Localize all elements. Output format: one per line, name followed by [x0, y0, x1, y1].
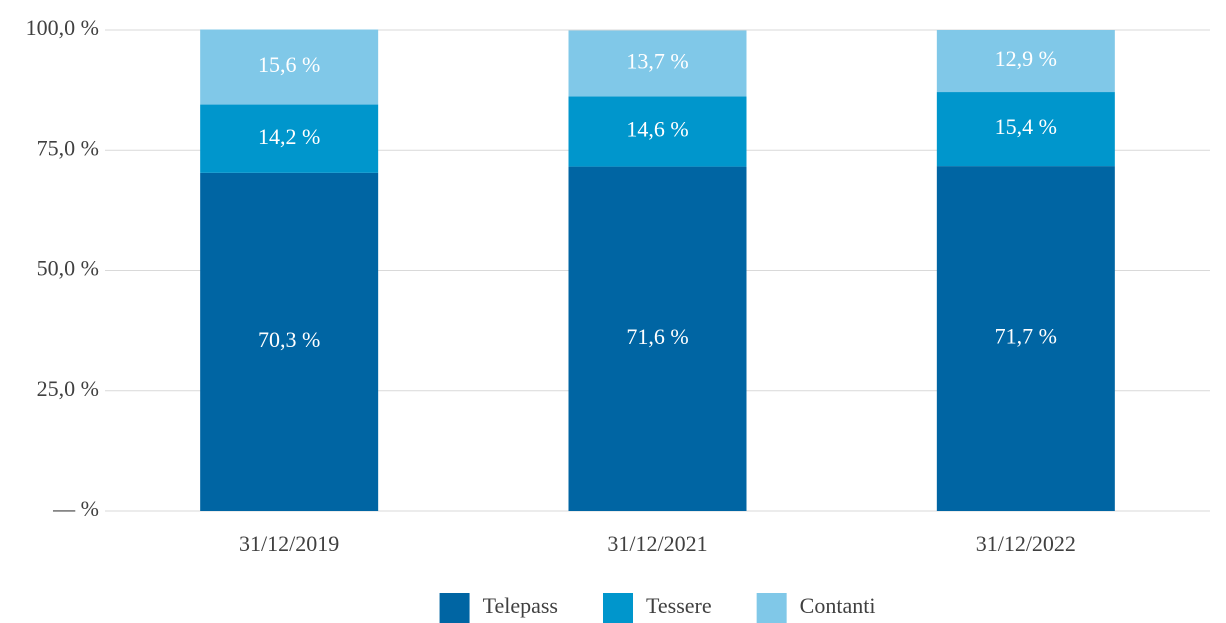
data-label: 71,6 % — [626, 324, 688, 349]
bar-segment — [200, 172, 379, 511]
data-label: 14,2 % — [258, 124, 320, 149]
y-tick-label: 100,0 % — [26, 15, 99, 40]
y-tick-label: — % — [52, 496, 99, 521]
data-label: 12,9 % — [995, 46, 1057, 71]
legend-label: Contanti — [800, 593, 876, 618]
data-label: 14,6 % — [626, 117, 688, 142]
data-label: 15,6 % — [258, 52, 320, 77]
y-tick-label: 25,0 % — [37, 376, 99, 401]
bar-segment — [200, 29, 379, 105]
legend-swatch — [439, 593, 470, 623]
data-label: 71,7 % — [995, 324, 1057, 349]
x-tick-label: 31/12/2022 — [976, 531, 1076, 556]
bar-segment — [936, 92, 1115, 167]
legend-label: Tessere — [646, 593, 712, 618]
data-label: 15,4 % — [995, 114, 1057, 139]
bar-segment — [568, 166, 747, 511]
data-label: 70,3 % — [258, 327, 320, 352]
bar-segment — [936, 30, 1115, 93]
y-tick-label: 50,0 % — [37, 256, 99, 281]
bar-segment — [200, 104, 379, 173]
legend-swatch — [603, 593, 633, 623]
y-tick-label: 75,0 % — [37, 135, 99, 160]
data-label: 13,7 % — [626, 48, 688, 73]
x-tick-label: 31/12/2021 — [607, 531, 707, 556]
x-tick-label: 31/12/2019 — [239, 531, 339, 556]
bar-segment — [568, 96, 747, 167]
legend-label: Telepass — [483, 593, 558, 618]
bar-segment — [568, 30, 747, 97]
bar-segment — [936, 166, 1115, 512]
legend-swatch — [756, 593, 787, 623]
